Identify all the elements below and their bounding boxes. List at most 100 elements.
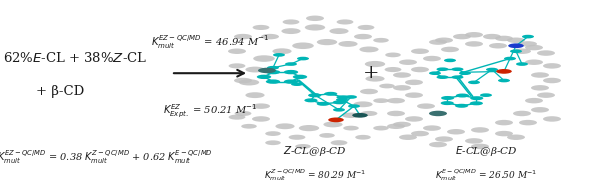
Circle shape (285, 62, 297, 66)
Circle shape (338, 41, 358, 47)
Circle shape (265, 140, 281, 145)
Circle shape (456, 94, 469, 98)
Circle shape (471, 144, 489, 149)
Circle shape (496, 69, 512, 74)
Circle shape (453, 34, 471, 39)
Circle shape (265, 131, 281, 136)
Circle shape (385, 67, 401, 72)
Circle shape (459, 71, 471, 75)
Circle shape (292, 42, 314, 49)
Circle shape (393, 122, 411, 127)
Circle shape (525, 45, 543, 50)
Circle shape (519, 41, 537, 47)
Circle shape (387, 124, 405, 129)
Circle shape (516, 62, 528, 66)
Circle shape (295, 144, 311, 149)
Circle shape (504, 57, 516, 60)
Circle shape (358, 25, 374, 30)
Circle shape (284, 79, 298, 84)
Circle shape (513, 48, 531, 54)
Circle shape (411, 48, 429, 54)
Circle shape (480, 93, 492, 97)
Circle shape (293, 75, 307, 79)
Circle shape (513, 111, 531, 116)
Circle shape (471, 127, 489, 133)
Circle shape (365, 76, 385, 82)
Circle shape (507, 38, 525, 43)
Circle shape (373, 126, 389, 130)
Circle shape (235, 111, 251, 116)
Circle shape (258, 68, 276, 73)
Circle shape (289, 135, 305, 140)
Circle shape (299, 125, 319, 131)
Circle shape (495, 36, 513, 41)
Circle shape (483, 34, 501, 39)
Circle shape (455, 104, 468, 108)
Circle shape (297, 57, 309, 60)
Circle shape (329, 28, 349, 34)
Circle shape (253, 25, 269, 30)
Circle shape (440, 101, 454, 105)
Circle shape (359, 46, 379, 52)
Circle shape (393, 85, 411, 91)
Circle shape (337, 95, 350, 99)
Circle shape (417, 103, 435, 109)
Circle shape (261, 34, 279, 39)
Circle shape (373, 98, 389, 103)
Circle shape (429, 71, 441, 75)
Circle shape (353, 101, 373, 107)
Circle shape (306, 16, 324, 21)
Circle shape (387, 111, 405, 116)
Circle shape (393, 72, 411, 78)
Circle shape (331, 140, 347, 145)
Circle shape (437, 67, 449, 71)
Circle shape (229, 63, 245, 68)
Circle shape (342, 113, 360, 118)
Text: $\mathit{Z}$-CL@β-CD: $\mathit{Z}$-CL@β-CD (283, 144, 347, 158)
Circle shape (229, 115, 245, 120)
Text: +: + (362, 64, 379, 82)
Circle shape (508, 43, 524, 48)
Circle shape (337, 19, 353, 25)
Circle shape (525, 59, 543, 65)
Circle shape (234, 78, 252, 83)
Circle shape (257, 75, 271, 79)
Circle shape (522, 35, 534, 38)
Circle shape (348, 104, 360, 108)
Circle shape (267, 66, 279, 70)
Circle shape (399, 59, 417, 65)
Circle shape (283, 19, 299, 25)
Circle shape (365, 61, 385, 67)
Text: $K_{mult}^{E-QC/MD}$ = 26.50 M$^{-1}$: $K_{mult}^{E-QC/MD}$ = 26.50 M$^{-1}$ (435, 167, 537, 183)
Text: $K_{Expt.}^{EZ}$ = 50.21 M$^{-1}$: $K_{Expt.}^{EZ}$ = 50.21 M$^{-1}$ (163, 102, 257, 120)
Circle shape (441, 47, 459, 52)
Circle shape (507, 135, 525, 140)
Circle shape (281, 28, 301, 34)
Circle shape (543, 78, 561, 83)
Circle shape (234, 34, 252, 39)
Circle shape (405, 80, 423, 85)
Circle shape (543, 116, 561, 122)
Circle shape (239, 79, 259, 85)
Circle shape (241, 124, 257, 129)
Circle shape (405, 92, 423, 98)
Circle shape (519, 120, 537, 125)
Circle shape (379, 84, 395, 88)
Circle shape (266, 70, 280, 74)
Circle shape (435, 38, 453, 43)
Circle shape (387, 98, 405, 103)
Circle shape (405, 116, 423, 122)
Circle shape (429, 142, 447, 147)
Circle shape (537, 50, 555, 56)
Circle shape (411, 131, 429, 136)
Circle shape (354, 34, 372, 39)
Circle shape (317, 39, 337, 45)
Circle shape (343, 126, 359, 130)
Circle shape (345, 95, 357, 99)
Circle shape (273, 53, 285, 57)
Circle shape (385, 53, 401, 57)
Circle shape (291, 82, 303, 86)
Circle shape (272, 48, 292, 54)
Circle shape (465, 41, 483, 47)
Circle shape (252, 103, 270, 109)
